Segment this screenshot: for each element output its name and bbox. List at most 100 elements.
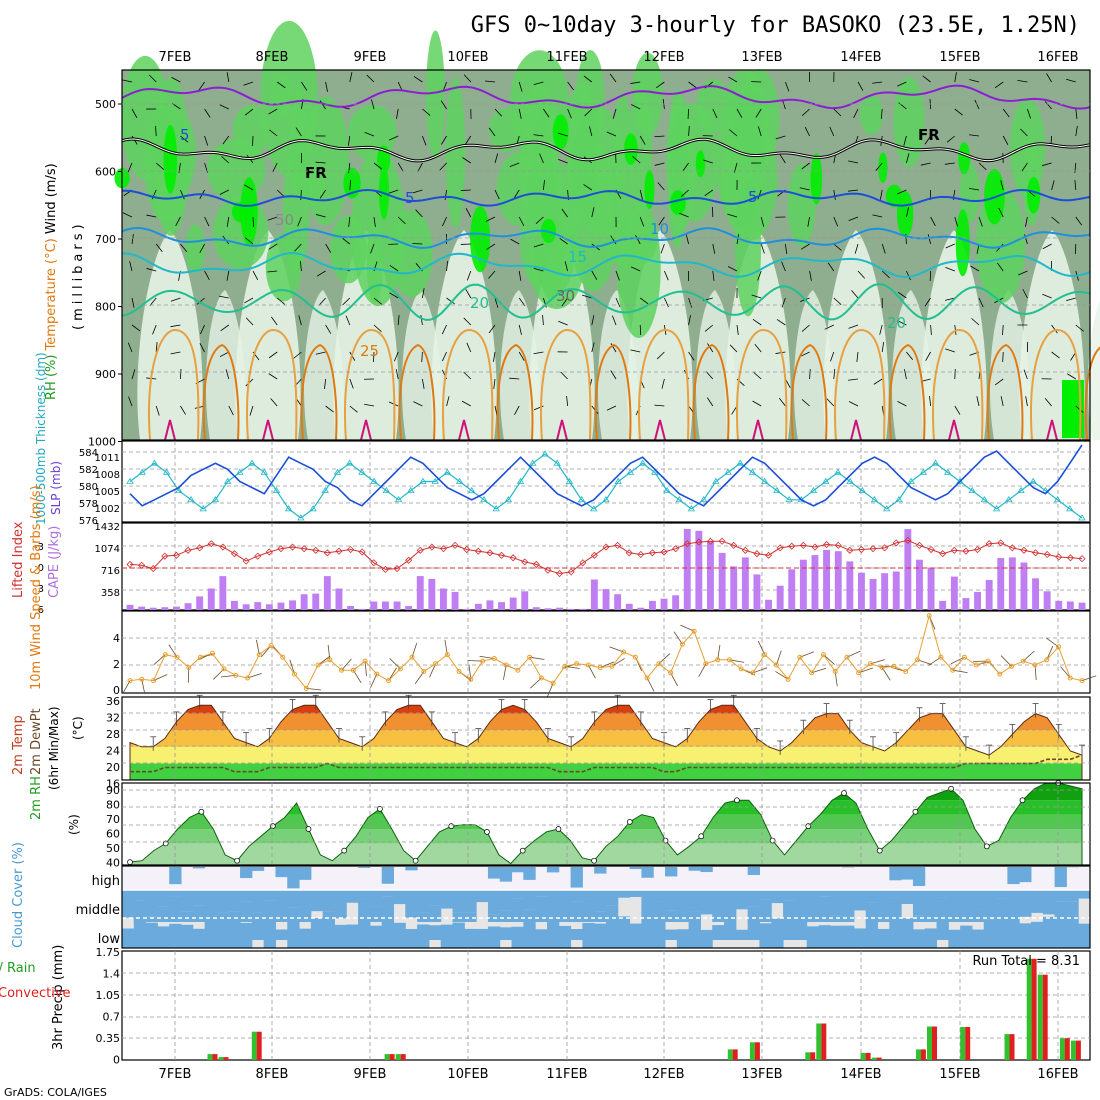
- cloud-low-bar: [240, 922, 253, 948]
- wind-barb: [200, 324, 205, 335]
- wind-barb: [122, 79, 133, 83]
- wind-barb: [922, 75, 931, 83]
- cloud-high-bar: [912, 867, 926, 887]
- cloud-low-bar: [523, 920, 536, 948]
- cape-bar: [138, 606, 146, 610]
- precip-total-bar: [1059, 1038, 1065, 1060]
- cloud-low-bar: [287, 920, 300, 948]
- cape-bar: [614, 594, 622, 610]
- wind-barb: [589, 126, 593, 137]
- cloud-mid-bar: [358, 890, 371, 899]
- wind-barb: [485, 216, 496, 222]
- wind-speed-point: [527, 654, 533, 660]
- lifted-index-point: [370, 559, 378, 567]
- date-label-top: 8FEB: [256, 50, 289, 65]
- cape-bar: [509, 597, 517, 610]
- wind-barb: [673, 631, 683, 645]
- wind-barb: [615, 297, 621, 308]
- cloud-low-bar: [299, 928, 312, 948]
- rh-moist-area: [272, 75, 292, 118]
- cloud-mid-bar: [133, 890, 147, 901]
- cloud-low-bar: [901, 918, 914, 948]
- cloud-mid-bar: [511, 890, 524, 899]
- thickness-point: [492, 505, 500, 512]
- wind-barb: [680, 189, 689, 198]
- lifted-index-point: [637, 550, 645, 559]
- cloud-low-bar: [452, 922, 465, 948]
- wind-barb: [610, 343, 617, 353]
- wind-barb: [664, 297, 669, 308]
- isotherm-25: [398, 343, 436, 441]
- isotherm-25: [834, 328, 886, 441]
- wind-barb: [630, 81, 641, 84]
- dewpt-ylabel: 2m DewPt: [29, 708, 44, 775]
- credit-label: GrADS: COLA/IGES: [4, 1086, 107, 1099]
- cloud-mid-bar: [948, 917, 961, 922]
- precip-total-bar: [207, 1054, 213, 1060]
- cape-bar: [1078, 602, 1086, 610]
- wind-barb: [298, 315, 302, 326]
- cloud-low-bar: [629, 923, 642, 948]
- wind-barb: [801, 108, 810, 117]
- cape-bar: [184, 603, 192, 610]
- cloud-low-bar: [1019, 923, 1032, 948]
- thickness-point: [785, 495, 793, 503]
- wind-barb: [479, 655, 495, 659]
- cape-bar: [451, 591, 459, 610]
- temp-band: [130, 730, 1082, 747]
- wind-barb: [503, 664, 507, 680]
- cloud-mid-bar: [995, 890, 1008, 899]
- precip-conv-bar: [1042, 974, 1048, 1060]
- wind-barb: [514, 405, 520, 415]
- cape-bar: [799, 559, 807, 610]
- cape-bar: [590, 579, 598, 610]
- cape-bar: [196, 596, 204, 610]
- wind-barb: [122, 212, 133, 218]
- precip-conv-bar: [1009, 1034, 1015, 1060]
- rh-point: [912, 808, 919, 815]
- cloud-mid-bar: [299, 906, 312, 922]
- date-label-bottom: 16FEB: [1037, 1067, 1078, 1082]
- wind-barb: [494, 153, 499, 164]
- contour-label: 20: [470, 294, 489, 312]
- wind-barb: [180, 135, 189, 143]
- cloud-high-bar: [275, 867, 288, 878]
- cloud-mid-bar: [369, 890, 383, 907]
- cloud-low-bar: [676, 929, 690, 948]
- wind-barb: [954, 108, 963, 116]
- wind-speed-point: [1020, 658, 1026, 664]
- cloud-mid-bar: [665, 890, 678, 911]
- cloud-mid-bar: [275, 916, 288, 922]
- rh-label: RH (%): [44, 350, 59, 400]
- cloud-mid-bar: [428, 890, 442, 906]
- lifted-index-point: [834, 541, 842, 549]
- wind-barb: [974, 99, 980, 110]
- wind-barb: [664, 270, 669, 281]
- wind-barb: [146, 214, 157, 218]
- cape-bar: [428, 578, 436, 610]
- lifted-index-point: [509, 554, 517, 562]
- wind-barb: [146, 268, 157, 272]
- cloud-mid-bar: [676, 919, 690, 922]
- cloud-mid-bar: [228, 890, 241, 912]
- wind-barb: [1075, 108, 1078, 119]
- precip-total-bar: [960, 1027, 966, 1060]
- cloud-low-bar: [511, 926, 524, 948]
- wind-speed-point: [621, 649, 627, 655]
- wind-barb: [1051, 351, 1060, 359]
- precip-total-bar: [927, 1026, 932, 1060]
- wind-barb: [752, 318, 762, 326]
- thickness-tick: 584: [79, 448, 98, 459]
- wind-speed-point: [303, 685, 309, 691]
- wind-barb: [994, 378, 1004, 386]
- wind-barb: [1020, 128, 1028, 137]
- precip-total-bar: [749, 1042, 755, 1060]
- rh-saturated-area: [240, 177, 258, 246]
- cloud-low-bar: [570, 929, 583, 940]
- wind-speed-point: [186, 665, 192, 671]
- contour-label: 50: [275, 211, 294, 229]
- cloud-mid-bar: [464, 890, 477, 913]
- wind-barb: [564, 261, 568, 272]
- wind-barb: [688, 125, 690, 137]
- precip-tick: 0: [113, 1054, 120, 1067]
